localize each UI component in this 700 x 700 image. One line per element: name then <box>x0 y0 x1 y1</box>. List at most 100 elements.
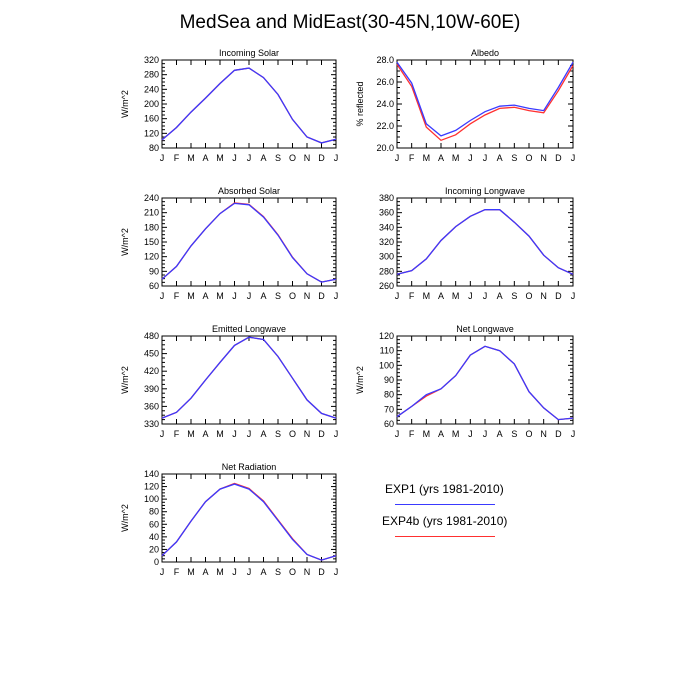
x-tick-label: S <box>511 429 517 439</box>
x-tick-label: F <box>174 429 180 439</box>
x-tick-label: J <box>247 567 252 577</box>
y-tick-label: 26.0 <box>376 77 394 87</box>
plot-frame <box>396 59 574 149</box>
legend-line-exp1 <box>395 504 495 505</box>
y-tick-label: 70 <box>384 404 394 414</box>
plot-frame <box>396 197 574 287</box>
x-tick-label: A <box>260 429 266 439</box>
y-axis-label: W/m^2 <box>120 228 130 256</box>
y-tick-label: 180 <box>144 222 159 232</box>
series-line-exp1 <box>161 336 337 419</box>
x-tick-label: A <box>202 291 208 301</box>
figure-title: MedSea and MidEast(30-45N,10W-60E) <box>179 12 521 33</box>
x-tick-label: J <box>160 429 165 439</box>
x-tick-label: O <box>289 429 296 439</box>
x-tick-label: F <box>409 291 415 301</box>
x-tick-label: O <box>525 429 532 439</box>
x-tick-label: M <box>216 429 224 439</box>
y-tick-label: 100 <box>379 360 394 370</box>
x-tick-label: A <box>202 429 208 439</box>
x-tick-label: J <box>483 291 488 301</box>
x-tick-label: S <box>511 153 517 163</box>
x-tick-label: A <box>497 429 503 439</box>
y-tick-label: 120 <box>379 331 394 341</box>
series-line-exp1 <box>161 483 337 561</box>
x-tick-label: M <box>423 153 431 163</box>
x-tick-label: J <box>395 429 400 439</box>
y-tick-label: 80 <box>149 507 159 517</box>
y-tick-label: 320 <box>379 237 394 247</box>
panel-title: Emitted Longwave <box>212 324 286 334</box>
x-tick-label: M <box>452 153 460 163</box>
y-tick-label: 280 <box>144 70 159 80</box>
y-tick-label: 120 <box>144 482 159 492</box>
panel-title: Net Longwave <box>456 324 514 334</box>
x-tick-label: N <box>540 153 547 163</box>
y-tick-label: 22.0 <box>376 121 394 131</box>
x-tick-label: J <box>334 567 339 577</box>
y-tick-label: 360 <box>379 208 394 218</box>
panel-1: Incoming Solar W/m^2 80 120 160 200 240 280 320 J… <box>120 48 338 163</box>
y-tick-label: 80 <box>149 143 159 153</box>
y-tick-label: 20.0 <box>376 143 394 153</box>
panel-5: Emitted Longwave W/m^2 330 360 390 420 450 480 J… <box>120 324 338 439</box>
x-tick-label: A <box>260 567 266 577</box>
plot-frame <box>161 473 337 563</box>
x-tick-label: A <box>202 153 208 163</box>
x-tick-label: A <box>260 291 266 301</box>
x-tick-label: A <box>497 153 503 163</box>
plot-frame <box>161 335 337 425</box>
x-tick-label: J <box>334 291 339 301</box>
x-tick-label: N <box>304 291 311 301</box>
x-tick-label: N <box>304 153 311 163</box>
x-tick-label: N <box>540 429 547 439</box>
y-tick-label: 360 <box>144 401 159 411</box>
x-tick-label: J <box>395 153 400 163</box>
x-tick-label: D <box>318 567 325 577</box>
x-tick-label: F <box>409 429 415 439</box>
y-axis-label: W/m^2 <box>120 90 130 118</box>
x-tick-label: O <box>289 153 296 163</box>
x-tick-label: J <box>247 291 252 301</box>
x-tick-label: J <box>468 153 473 163</box>
y-tick-label: 24.0 <box>376 99 394 109</box>
series-line-exp4b <box>161 482 337 561</box>
y-tick-label: 110 <box>380 346 394 356</box>
y-tick-label: 80 <box>384 390 394 400</box>
x-tick-label: N <box>304 567 311 577</box>
panel-title: Absorbed Solar <box>218 186 280 196</box>
x-tick-label: J <box>334 153 339 163</box>
y-axis-label: % reflected <box>355 81 365 126</box>
series-line-exp1 <box>396 345 574 421</box>
y-tick-label: 450 <box>144 349 159 359</box>
panel-title: Albedo <box>471 48 499 58</box>
x-tick-label: D <box>555 291 562 301</box>
series-line-exp4b <box>161 336 337 419</box>
y-tick-label: 0 <box>154 557 159 567</box>
x-tick-label: J <box>468 291 473 301</box>
y-tick-label: 300 <box>379 252 394 262</box>
x-tick-label: J <box>232 429 237 439</box>
x-tick-label: M <box>423 291 431 301</box>
x-tick-label: A <box>497 291 503 301</box>
x-tick-label: M <box>216 567 224 577</box>
y-tick-label: 240 <box>144 84 159 94</box>
y-tick-label: 240 <box>144 193 159 203</box>
series-line-exp4b <box>396 345 574 421</box>
series-line-exp1 <box>161 67 337 144</box>
x-tick-label: J <box>468 429 473 439</box>
x-tick-label: M <box>187 291 195 301</box>
y-tick-label: 40 <box>149 532 159 542</box>
y-tick-label: 320 <box>144 55 159 65</box>
y-tick-label: 420 <box>144 366 159 376</box>
x-tick-label: J <box>247 429 252 439</box>
y-tick-label: 100 <box>144 494 159 504</box>
x-tick-label: F <box>174 291 180 301</box>
x-tick-label: D <box>318 291 325 301</box>
x-tick-label: J <box>160 153 165 163</box>
